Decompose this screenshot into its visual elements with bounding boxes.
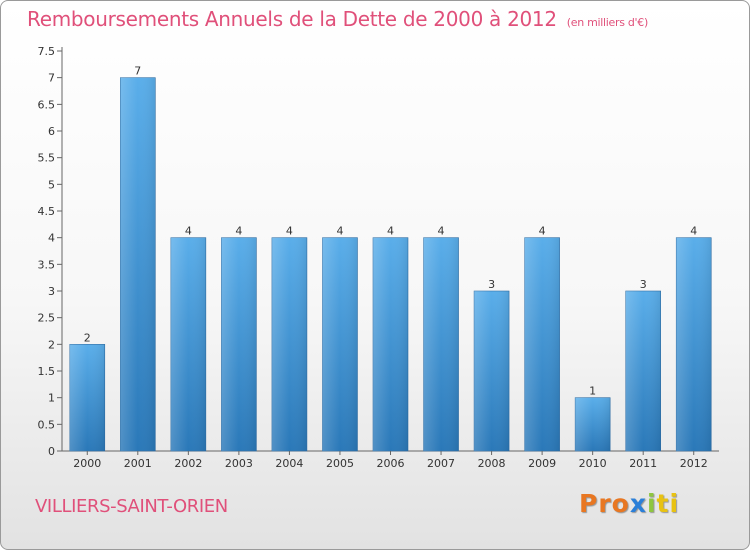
x-tick-label: 2003 <box>225 457 253 470</box>
bar-value-label: 4 <box>387 225 394 238</box>
bar-value-label: 4 <box>286 225 293 238</box>
x-tick-label: 2007 <box>427 457 455 470</box>
x-tick-label: 2010 <box>579 457 607 470</box>
x-tick-label: 2005 <box>326 457 354 470</box>
y-tick-label: 6 <box>48 125 55 138</box>
bar-value-label: 1 <box>589 385 596 398</box>
bar-shine <box>373 237 408 451</box>
logo-part-1: Pro <box>579 489 630 518</box>
y-tick-label: 0.5 <box>38 418 56 431</box>
x-tick-label: 2002 <box>174 457 202 470</box>
bar-shine <box>575 397 611 451</box>
bar-shine <box>625 291 661 451</box>
bar-shine <box>221 237 257 451</box>
chart-title: Remboursements Annuels de la Dette de 20… <box>27 7 648 31</box>
bar-shine <box>524 237 560 451</box>
bar-shine <box>676 237 712 451</box>
y-tick-label: 5 <box>48 178 55 191</box>
bar-shine <box>69 344 105 451</box>
bar-value-label: 4 <box>185 225 192 238</box>
x-tick-label: 2008 <box>478 457 506 470</box>
y-tick-label: 2.5 <box>38 312 56 325</box>
commune-name: VILLIERS-SAINT-ORIEN <box>35 496 228 517</box>
bar-value-label: 4 <box>235 225 242 238</box>
x-tick-label: 2009 <box>528 457 556 470</box>
bar-value-label: 4 <box>336 225 343 238</box>
y-tick-label: 4 <box>48 232 55 245</box>
x-tick-label: 2000 <box>73 457 101 470</box>
bar-shine <box>474 291 510 451</box>
bar-shine <box>170 237 206 451</box>
x-tick-label: 2012 <box>680 457 708 470</box>
x-tick-label: 2004 <box>275 457 303 470</box>
y-tick-label: 7 <box>48 72 55 85</box>
bar-shine <box>120 77 156 452</box>
y-tick-label: 5.5 <box>38 152 56 165</box>
bar-shine <box>423 237 459 451</box>
bar-value-label: 4 <box>539 225 546 238</box>
x-tick-label: 2006 <box>377 457 405 470</box>
chart-unit: (en milliers d'€) <box>566 16 648 29</box>
logo-part-3: i <box>646 489 657 518</box>
logo-part-2: x <box>629 489 647 518</box>
bar-value-label: 3 <box>640 278 647 291</box>
y-tick-label: 3.5 <box>38 258 56 271</box>
proxiti-logo[interactable]: Proxiti <box>579 489 679 518</box>
bar-value-label: 7 <box>134 65 141 78</box>
x-tick-label: 2011 <box>629 457 657 470</box>
y-tick-label: 4.5 <box>38 205 56 218</box>
bar-value-label: 3 <box>488 278 495 291</box>
y-tick-label: 1.5 <box>38 365 56 378</box>
y-tick-label: 0 <box>48 445 55 458</box>
bar-value-label: 4 <box>690 225 697 238</box>
y-tick-label: 6.5 <box>38 98 56 111</box>
bar-value-label: 2 <box>84 331 91 344</box>
chart-title-text: Remboursements Annuels de la Dette de 20… <box>27 7 557 31</box>
logo-part-4: ti <box>656 489 680 518</box>
y-tick-label: 2 <box>48 338 55 351</box>
y-tick-label: 3 <box>48 285 55 298</box>
x-tick-label: 2001 <box>124 457 152 470</box>
bar-shine <box>322 237 358 451</box>
y-tick-label: 1 <box>48 392 55 405</box>
y-tick-label: 7.5 <box>38 45 56 58</box>
bar-value-label: 4 <box>438 225 445 238</box>
bar-shine <box>271 237 307 451</box>
